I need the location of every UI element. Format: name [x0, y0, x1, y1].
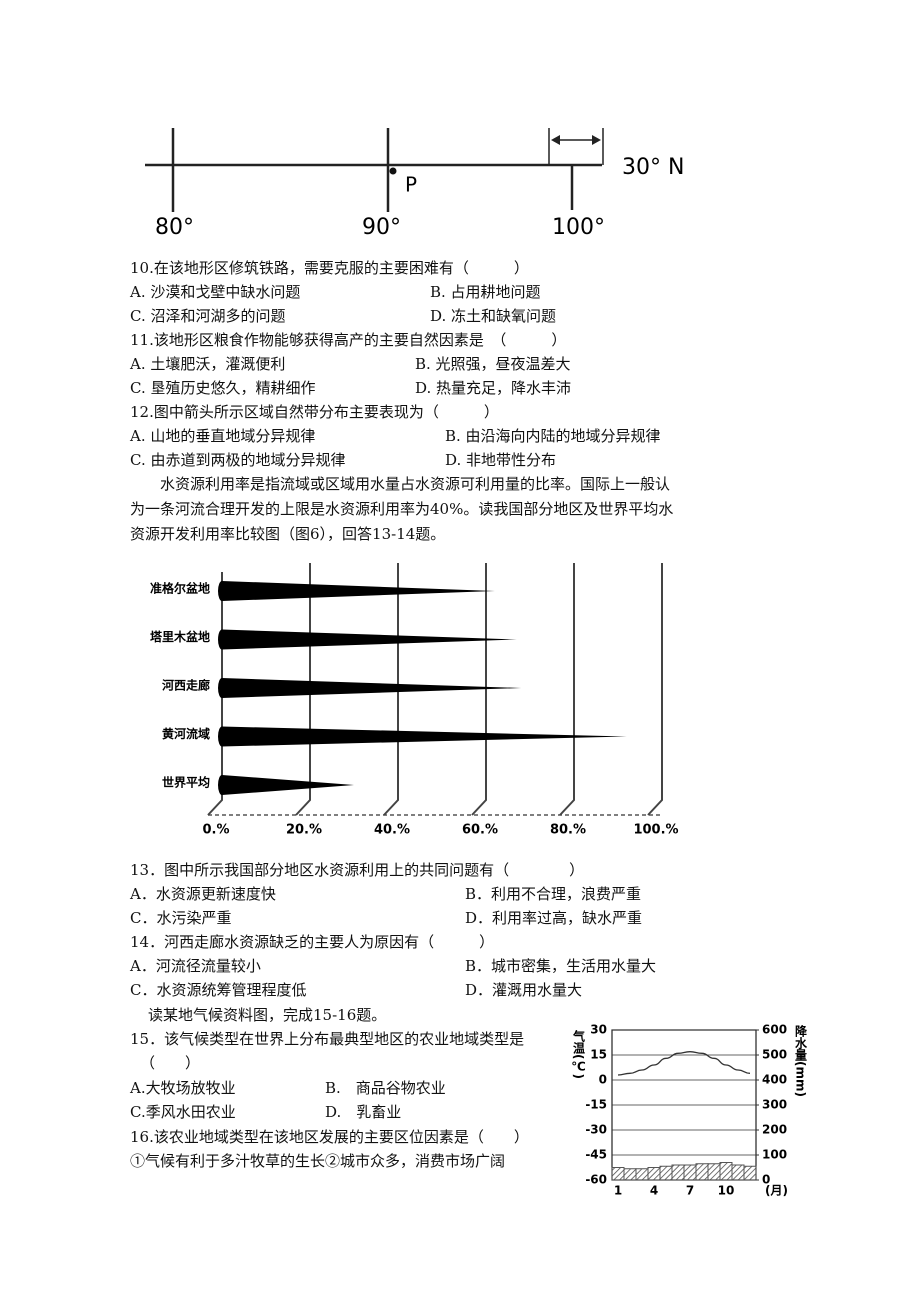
x-tick-label: 0.%: [202, 823, 229, 838]
y-tick-label: 30: [590, 1023, 607, 1037]
precip-bar: [623, 1168, 637, 1181]
option: D. 非地带性分布: [445, 451, 557, 469]
y2-tick-label: 200: [762, 1123, 787, 1137]
y-tick-label: 15: [590, 1048, 607, 1062]
x-tick-label: 80.%: [550, 823, 586, 838]
y-tick-label: -60: [585, 1173, 607, 1187]
option: D．灌溉用水量大: [465, 981, 583, 999]
option: A. 山地的垂直地域分异规律: [130, 427, 316, 445]
question-stem: 14．河西走廊水资源缺乏的主要人为原因有（ ）: [130, 933, 495, 951]
precip-bar: [647, 1167, 661, 1181]
x-tick-label: 60.%: [462, 823, 498, 838]
grid-line: [559, 563, 575, 816]
precip-bar: [635, 1168, 649, 1181]
option: D. 冻土和缺氧问题: [430, 307, 557, 325]
x-tick-label: 7: [686, 1184, 694, 1198]
category-label: 世界平均: [162, 775, 210, 790]
y-tick-label: -45: [585, 1148, 607, 1162]
precip-bar: [659, 1165, 673, 1181]
option: A. 沙漠和戈壁中缺水问题: [130, 283, 301, 301]
option: A．水资源更新速度快: [130, 885, 276, 903]
question-stem: 15．该气候类型在世界上分布最典型地区的农业地域类型是: [130, 1030, 525, 1048]
map-label: P: [405, 173, 417, 197]
option: D. 乳畜业: [325, 1103, 402, 1121]
y2-tick-label: 300: [762, 1098, 787, 1112]
map-diagram: [145, 128, 604, 212]
precip-bar: [731, 1164, 745, 1181]
precip-bar: [719, 1162, 733, 1181]
option: B. 光照强，昼夜温差大: [415, 355, 571, 373]
precip-bar: [683, 1164, 697, 1181]
bar: [218, 726, 627, 747]
option: B. 商品谷物农业: [325, 1079, 446, 1097]
question-stem: ①气候有利于多汁牧草的生长②城市众多，消费市场广阔: [130, 1152, 506, 1170]
y-tick-label: -15: [585, 1098, 607, 1112]
category-label: 准格尔盆地: [150, 581, 210, 596]
chart-frame: [130, 560, 675, 845]
y2-tick-label: 600: [762, 1023, 787, 1037]
x-axis-label: (月): [765, 1184, 788, 1198]
option: C. 沼泽和河湖多的问题: [130, 307, 286, 325]
y2-tick-label: 0: [762, 1173, 770, 1187]
category-label: 河西走廊: [161, 678, 210, 693]
passage: 水资源利用率是指流域或区域用水量占水资源可利用量的比率。国际上一般认为一条河流合…: [130, 475, 674, 543]
option: B. 占用耕地问题: [430, 283, 541, 301]
question-stem: 16.该农业地域类型在该地区发展的主要区位因素是（ ）: [130, 1128, 529, 1146]
y2-tick-label: 400: [762, 1073, 787, 1087]
bar: [218, 581, 495, 601]
y-axis-label: 气温(℃): [572, 1029, 586, 1079]
question-stem: 12.图中箭头所示区域自然带分布主要表现为（ ）: [130, 403, 499, 421]
grid-line: [471, 563, 487, 816]
option: A．河流径流量较小: [130, 957, 261, 975]
grid-line: [647, 563, 663, 816]
option: D. 热量充足，降水丰沛: [415, 379, 572, 397]
intro: 读某地气候资料图，完成15-16题。: [148, 1006, 387, 1024]
x-tick-label: 4: [650, 1184, 658, 1198]
bar: [218, 629, 517, 650]
precip-bar: [707, 1163, 721, 1181]
y-tick-label: -30: [585, 1123, 607, 1137]
option: C．水资源统筹管理程度低: [130, 981, 307, 999]
map-label: 30° N: [622, 155, 684, 180]
option: A. 土壤肥沃，灌溉便利: [130, 355, 286, 373]
option: D．利用率过高，缺水严重: [465, 909, 643, 927]
option: B．利用不合理，浪费严重: [465, 885, 642, 903]
precip-bar: [611, 1167, 625, 1181]
y2-tick-label: 500: [762, 1048, 787, 1062]
y2-tick-label: 100: [762, 1148, 787, 1162]
option: B. 由沿海向内陆的地域分异规律: [445, 427, 661, 445]
bar: [218, 678, 522, 698]
question-stem: 13．图中所示我国部分地区水资源利用上的共同问题有（ ）: [130, 861, 585, 879]
option: C. 垦殖历史悠久，精耕细作: [130, 379, 316, 397]
map-label: 80°: [155, 215, 194, 240]
bar: [218, 775, 354, 795]
option: C. 由赤道到两极的地域分异规律: [130, 451, 346, 469]
temperature-line: [617, 1051, 751, 1076]
option: C．水污染严重: [130, 909, 232, 927]
map-label: 100°: [552, 215, 605, 240]
category-label: 黄河流域: [162, 726, 210, 741]
precip-bar: [695, 1163, 709, 1181]
category-label: 塔里木盆地: [150, 629, 210, 644]
x-tick-label: 10: [718, 1184, 735, 1198]
question-stem: 10.在该地形区修筑铁路，需要克服的主要困难有（ ）: [130, 259, 529, 277]
y-tick-label: 0: [599, 1073, 607, 1087]
x-tick-label: 20.%: [286, 823, 322, 838]
x-tick-label: 40.%: [374, 823, 410, 838]
x-tick-label: 100.%: [633, 823, 678, 838]
question-stem: 11.该地形区粮食作物能够获得高产的主要自然因素是 （ ）: [130, 331, 567, 349]
precip-bar: [743, 1165, 757, 1181]
question-stem: （ ）: [140, 1054, 201, 1072]
option: B．城市密集，生活用水量大: [465, 957, 657, 975]
option: C.季风水田农业: [130, 1103, 236, 1121]
precip-bar: [671, 1164, 685, 1181]
x-tick-label: 1: [614, 1184, 622, 1198]
y2-axis-label: 降水量(mm): [794, 1024, 808, 1097]
map-label: 90°: [362, 215, 401, 240]
option: A.大牧场放牧业: [130, 1079, 236, 1097]
